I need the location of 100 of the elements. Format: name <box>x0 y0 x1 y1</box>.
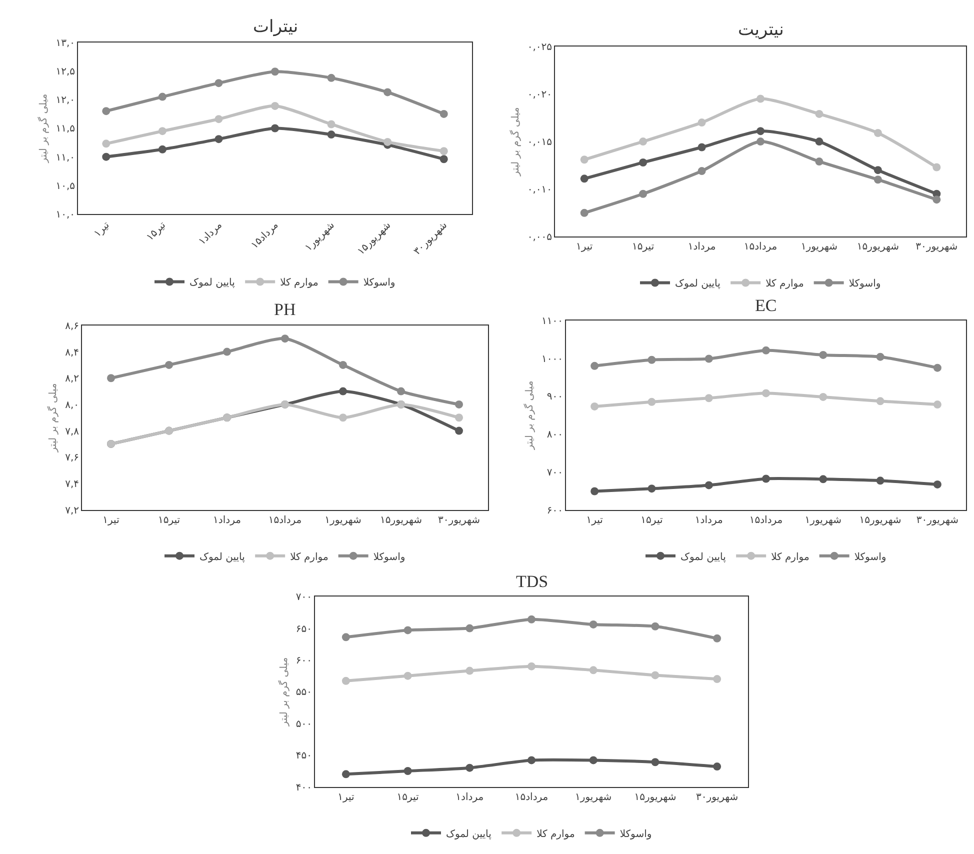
point <box>158 145 166 154</box>
y-tick-label: ۰,۰۲۰ <box>527 89 552 100</box>
point <box>698 143 706 152</box>
y-tick-label: ۱۲,۵ <box>56 66 75 78</box>
x-tick-label: ۱۵تیر <box>396 792 420 803</box>
y-tick-label: ۷,۴ <box>65 478 79 490</box>
chart-title: نیتریت <box>738 20 784 40</box>
y-tick-label: ۰,۰۱۵ <box>527 137 552 148</box>
x-tick-label: ۱۵شهریور <box>356 220 394 258</box>
y-tick-label: ۶۰۰ <box>296 656 312 666</box>
point <box>214 79 223 88</box>
point <box>158 92 166 101</box>
point <box>933 400 942 409</box>
point <box>639 158 648 166</box>
x-tick-label: ۱مرداد <box>456 792 484 803</box>
point <box>384 88 392 96</box>
x-tick-label: ۱مرداد <box>213 514 241 526</box>
point <box>815 110 824 118</box>
x-tick-label: ۱۵مرداد <box>268 514 302 526</box>
point <box>713 634 722 642</box>
y-tick-label: ۷,۸ <box>65 426 80 438</box>
point <box>455 400 463 408</box>
point <box>102 140 110 148</box>
chart-title: EC <box>755 296 777 315</box>
point <box>762 346 770 354</box>
y-tick-label: ۵۰۰ <box>296 718 312 730</box>
y-tick-label: ۷,۶ <box>65 452 79 464</box>
point <box>466 624 474 632</box>
y-tick-label: ۱۳,۰ <box>56 38 75 49</box>
point <box>158 127 166 136</box>
point <box>327 120 336 128</box>
point <box>651 671 660 680</box>
point <box>339 414 347 422</box>
point <box>102 107 110 116</box>
chart-title: PH <box>274 300 296 319</box>
x-tick-label: ۱شهریور <box>575 792 612 803</box>
point <box>440 155 448 164</box>
y-tick-label: ۸,۲ <box>65 374 79 385</box>
point <box>713 762 722 771</box>
point <box>214 115 223 124</box>
point <box>107 374 115 382</box>
point <box>590 362 599 370</box>
y-tick-label: ۱۱,۰ <box>56 152 75 164</box>
legend-label: واسوکلا <box>848 278 881 290</box>
point <box>815 138 824 146</box>
point <box>704 481 713 490</box>
legend-label: موارم کلا <box>280 278 318 289</box>
legend-label: واسوکلا <box>854 552 886 563</box>
point <box>819 475 828 484</box>
point <box>580 174 588 183</box>
x-tick-label: ۱مرداد <box>196 220 224 248</box>
legend-label: پایین لموک <box>200 552 246 563</box>
point <box>455 426 463 435</box>
point <box>271 102 279 110</box>
x-tick-label: ۱شهریور <box>800 242 838 253</box>
point <box>528 756 536 764</box>
x-tick-label: ۱تیر <box>576 242 593 253</box>
x-tick-label: ۱تیر <box>586 514 604 526</box>
point <box>590 402 599 410</box>
x-tick-label: ۳۰شهریور <box>412 220 450 258</box>
point <box>713 675 722 684</box>
x-tick-label: ۳۰شهریور <box>916 242 958 253</box>
point <box>528 615 536 624</box>
x-tick-label: ۱تیر <box>338 792 354 803</box>
point <box>342 633 350 642</box>
point <box>639 138 648 146</box>
x-tick-label: ۱شهریور <box>303 220 337 254</box>
point <box>756 138 764 146</box>
point <box>397 387 405 396</box>
point <box>466 764 474 772</box>
point <box>874 128 882 137</box>
point <box>589 666 598 674</box>
point <box>933 480 942 488</box>
y-tick-label: ۸,۰ <box>65 400 79 411</box>
y-tick-label: ۸,۴ <box>65 347 79 358</box>
point <box>339 387 347 396</box>
x-tick-label: ۱۵تیر <box>144 220 168 244</box>
y-tick-label: ۱۱۰۰ <box>542 316 563 328</box>
legend-label: پایین لموک <box>675 278 721 290</box>
point <box>756 94 764 103</box>
y-tick-label: ۵۵۰ <box>296 687 312 698</box>
x-tick-label: ۱۵تیر <box>640 514 663 526</box>
point <box>404 672 412 680</box>
point <box>271 124 279 132</box>
point <box>639 190 648 198</box>
y-tick-label: ۸۰۰ <box>546 430 563 441</box>
point <box>271 68 279 76</box>
point <box>933 364 942 372</box>
y-tick-label: ۰,۰۲۵ <box>527 42 552 53</box>
y-tick-label: ۷۰۰ <box>546 467 563 478</box>
legend-label: واسوکلا <box>363 278 396 289</box>
x-tick-label: ۱۵مرداد <box>249 220 281 252</box>
legend-label: موارم کلا <box>766 278 804 290</box>
point <box>214 135 223 144</box>
y-tick-label: ۱۰,۰ <box>56 210 75 221</box>
point <box>704 394 713 402</box>
y-tick-label: ۷,۲ <box>65 505 79 516</box>
y-axis-title: میلی گرم بر لیتر <box>47 383 60 454</box>
legend-label: پایین لموک <box>190 278 236 289</box>
point <box>580 208 588 217</box>
